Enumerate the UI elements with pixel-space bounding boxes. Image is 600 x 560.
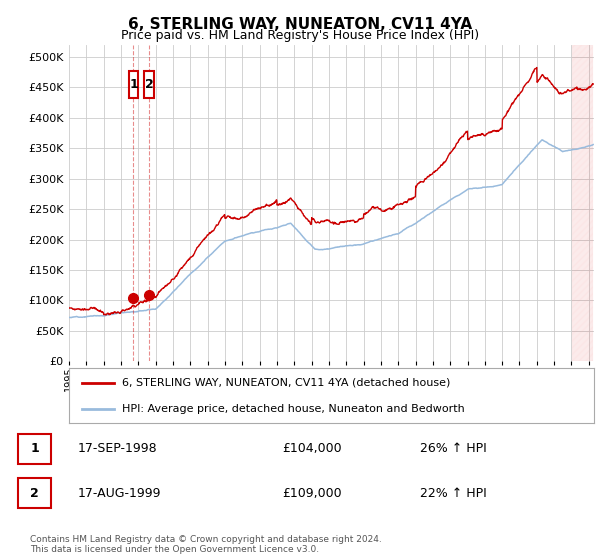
Bar xyxy=(145,71,154,98)
Text: 26% ↑ HPI: 26% ↑ HPI xyxy=(420,442,487,455)
Text: 2: 2 xyxy=(30,487,39,500)
Text: 2: 2 xyxy=(145,78,154,91)
Text: £104,000: £104,000 xyxy=(282,442,341,455)
Text: 17-SEP-1998: 17-SEP-1998 xyxy=(78,442,158,455)
Bar xyxy=(18,478,51,508)
Text: Contains HM Land Registry data © Crown copyright and database right 2024.
This d: Contains HM Land Registry data © Crown c… xyxy=(30,535,382,554)
Text: HPI: Average price, detached house, Nuneaton and Bedworth: HPI: Average price, detached house, Nune… xyxy=(121,404,464,414)
Text: Price paid vs. HM Land Registry's House Price Index (HPI): Price paid vs. HM Land Registry's House … xyxy=(121,29,479,42)
Text: 22% ↑ HPI: 22% ↑ HPI xyxy=(420,487,487,500)
Text: 17-AUG-1999: 17-AUG-1999 xyxy=(78,487,161,500)
Text: £109,000: £109,000 xyxy=(282,487,341,500)
Text: 1: 1 xyxy=(30,442,39,455)
Text: 1: 1 xyxy=(129,78,138,91)
Text: 6, STERLING WAY, NUNEATON, CV11 4YA (detached house): 6, STERLING WAY, NUNEATON, CV11 4YA (det… xyxy=(121,378,450,388)
Text: 6, STERLING WAY, NUNEATON, CV11 4YA: 6, STERLING WAY, NUNEATON, CV11 4YA xyxy=(128,17,472,32)
Bar xyxy=(18,434,51,464)
Bar xyxy=(128,71,139,98)
